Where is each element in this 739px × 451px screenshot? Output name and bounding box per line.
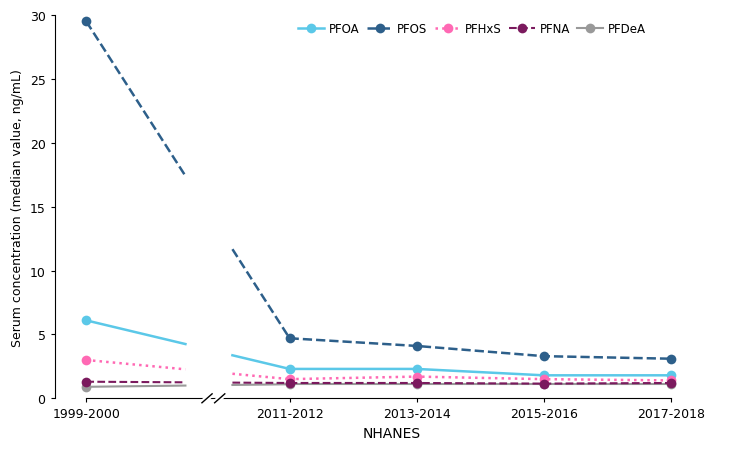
Legend: PFOA, PFOS, PFHxS, PFNA, PFDeA: PFOA, PFOS, PFHxS, PFNA, PFDeA (293, 18, 650, 41)
X-axis label: NHANES: NHANES (362, 426, 420, 440)
Y-axis label: Serum concentration (median value, ng/mL): Serum concentration (median value, ng/mL… (11, 69, 24, 346)
